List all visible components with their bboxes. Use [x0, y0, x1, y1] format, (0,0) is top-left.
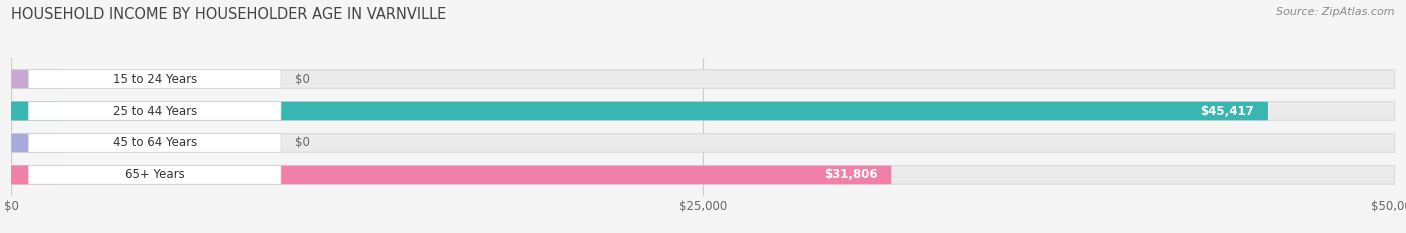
Text: $0: $0 — [295, 137, 309, 150]
FancyBboxPatch shape — [28, 102, 281, 120]
Text: 15 to 24 Years: 15 to 24 Years — [112, 72, 197, 86]
Text: $45,417: $45,417 — [1201, 104, 1254, 117]
FancyBboxPatch shape — [28, 134, 281, 152]
FancyBboxPatch shape — [11, 166, 1395, 184]
FancyBboxPatch shape — [11, 102, 1395, 120]
FancyBboxPatch shape — [11, 102, 60, 120]
FancyBboxPatch shape — [28, 166, 281, 184]
Text: HOUSEHOLD INCOME BY HOUSEHOLDER AGE IN VARNVILLE: HOUSEHOLD INCOME BY HOUSEHOLDER AGE IN V… — [11, 7, 447, 22]
FancyBboxPatch shape — [11, 134, 60, 152]
FancyBboxPatch shape — [28, 70, 281, 88]
FancyBboxPatch shape — [11, 166, 60, 184]
Text: $31,806: $31,806 — [824, 168, 877, 182]
FancyBboxPatch shape — [11, 70, 60, 88]
FancyBboxPatch shape — [11, 134, 1395, 152]
Text: 45 to 64 Years: 45 to 64 Years — [112, 137, 197, 150]
FancyBboxPatch shape — [11, 70, 1395, 88]
Text: $0: $0 — [295, 72, 309, 86]
Text: 65+ Years: 65+ Years — [125, 168, 184, 182]
FancyBboxPatch shape — [11, 102, 1268, 120]
FancyBboxPatch shape — [11, 166, 891, 184]
Text: Source: ZipAtlas.com: Source: ZipAtlas.com — [1277, 7, 1395, 17]
Text: 25 to 44 Years: 25 to 44 Years — [112, 104, 197, 117]
